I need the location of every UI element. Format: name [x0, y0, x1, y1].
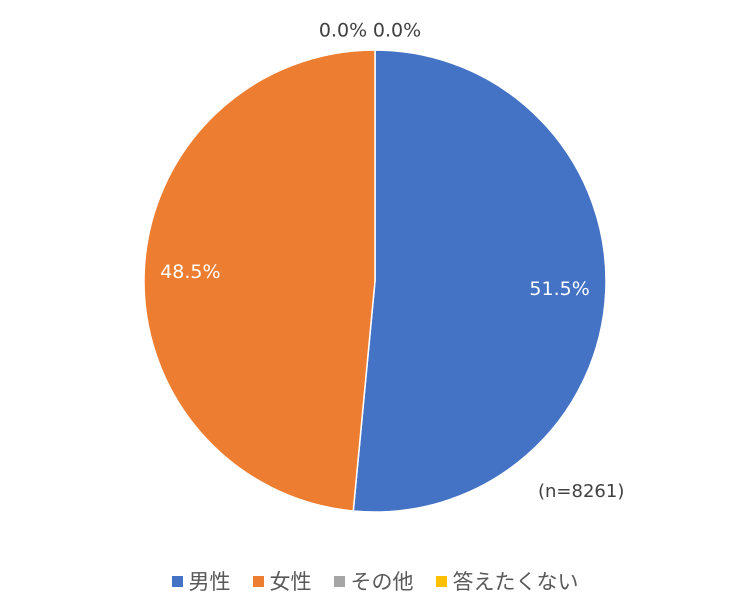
- pie-slice-male: [352, 49, 607, 513]
- data-label-other: 0.0%: [319, 20, 367, 42]
- legend-item-other: その他: [333, 566, 414, 596]
- legend-swatch-female: [252, 575, 264, 587]
- legend-label-male: 男性: [188, 570, 231, 594]
- pie-slice-female: [143, 49, 376, 512]
- data-label-no-answer: 0.0%: [373, 20, 421, 42]
- legend-label-other: その他: [350, 570, 414, 594]
- legend-item-no-answer: 答えたくない: [435, 566, 579, 596]
- sample-size-annotation: (n=8261): [538, 481, 625, 502]
- data-label-male: 51.5%: [529, 278, 589, 300]
- legend-swatch-other: [333, 575, 345, 587]
- legend-item-female: 女性: [252, 566, 312, 596]
- legend-swatch-male: [171, 575, 183, 587]
- chart-legend: 男性 女性 その他 答えたくない: [0, 566, 750, 596]
- legend-swatch-no-answer: [435, 575, 447, 587]
- legend-label-female: 女性: [269, 570, 312, 594]
- data-label-female: 48.5%: [160, 261, 220, 283]
- legend-label-no-answer: 答えたくない: [452, 570, 579, 594]
- legend-item-male: 男性: [171, 566, 231, 596]
